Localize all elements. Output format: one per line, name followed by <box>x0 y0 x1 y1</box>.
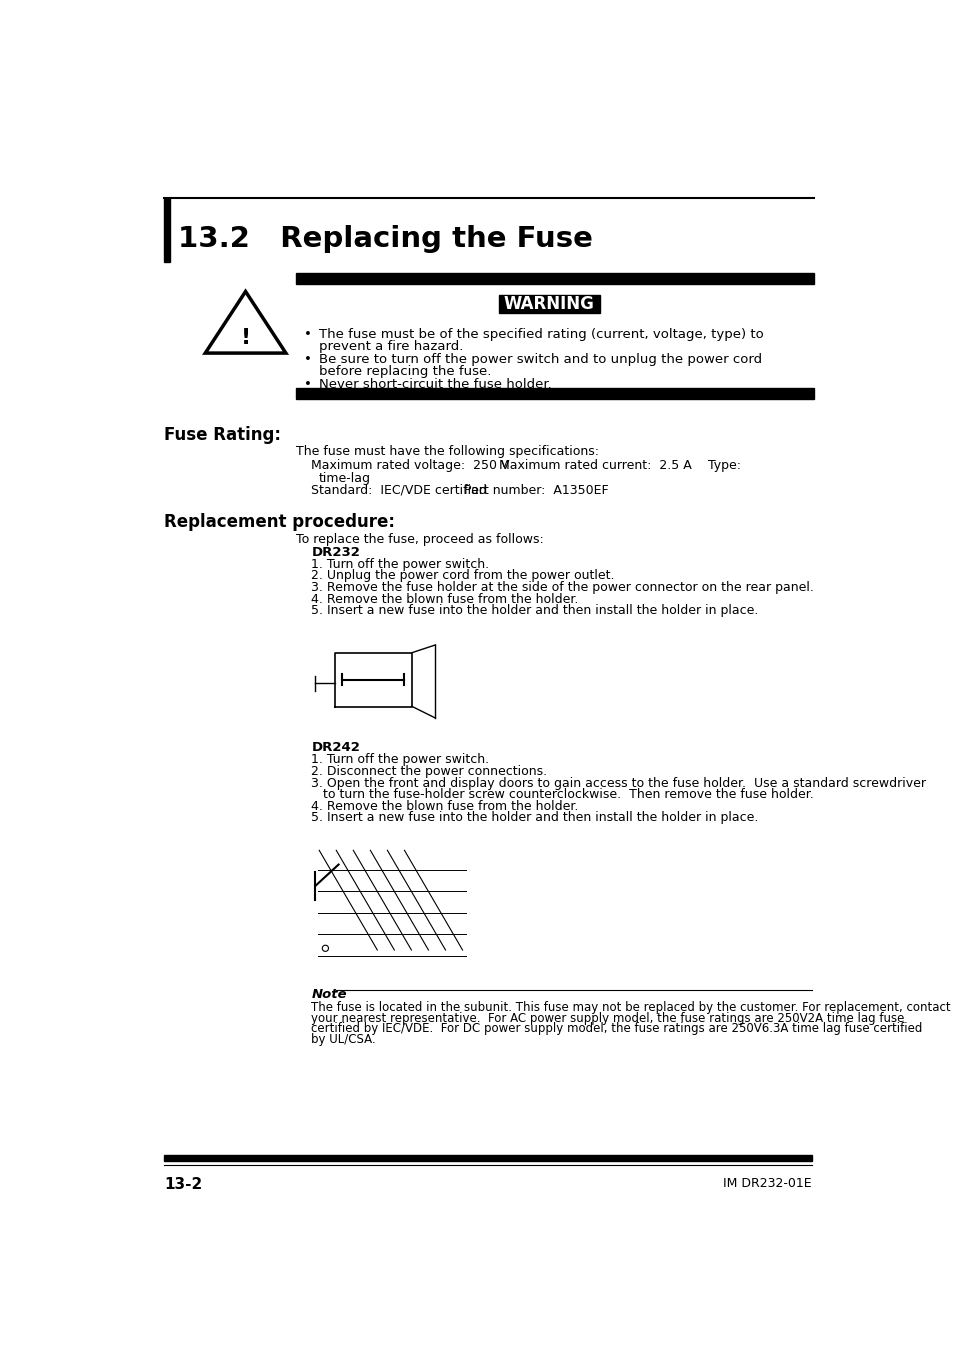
Text: 1. Turn off the power switch.: 1. Turn off the power switch. <box>311 558 489 571</box>
Text: 2. Disconnect the power connections.: 2. Disconnect the power connections. <box>311 765 547 778</box>
Text: 3. Remove the fuse holder at the side of the power connector on the rear panel.: 3. Remove the fuse holder at the side of… <box>311 581 814 594</box>
Text: Be sure to turn off the power switch and to unplug the power cord: Be sure to turn off the power switch and… <box>319 353 761 366</box>
Text: before replacing the fuse.: before replacing the fuse. <box>319 365 491 378</box>
Text: IM DR232-01E: IM DR232-01E <box>722 1177 811 1190</box>
Text: •: • <box>304 378 312 390</box>
Text: by UL/CSA.: by UL/CSA. <box>311 1032 375 1046</box>
Bar <box>164 199 170 262</box>
Text: 5. Insert a new fuse into the holder and then install the holder in place.: 5. Insert a new fuse into the holder and… <box>311 811 758 824</box>
Bar <box>311 830 477 971</box>
Bar <box>164 1155 811 1161</box>
Bar <box>311 621 447 721</box>
Text: your nearest representative.  For AC power supply model, the fuse ratings are 25: your nearest representative. For AC powe… <box>311 1012 903 1025</box>
Text: to turn the fuse-holder screw counterclockwise.  Then remove the fuse holder.: to turn the fuse-holder screw counterclo… <box>311 788 813 801</box>
Text: WARNING: WARNING <box>503 295 594 313</box>
Text: •: • <box>304 353 312 366</box>
Text: 3. Open the front and display doors to gain access to the fuse holder.  Use a st: 3. Open the front and display doors to g… <box>311 777 925 789</box>
Text: DR242: DR242 <box>311 742 360 754</box>
Text: Type:: Type: <box>707 459 740 473</box>
Bar <box>295 273 813 284</box>
Text: !: ! <box>240 328 251 347</box>
Text: Part number:  A1350EF: Part number: A1350EF <box>464 484 608 497</box>
Text: 13.2   Replacing the Fuse: 13.2 Replacing the Fuse <box>178 226 593 253</box>
Text: DR232: DR232 <box>311 546 360 558</box>
Text: 2. Unplug the power cord from the power outlet.: 2. Unplug the power cord from the power … <box>311 570 615 582</box>
Text: 1. Turn off the power switch.: 1. Turn off the power switch. <box>311 754 489 766</box>
Bar <box>498 295 599 313</box>
Text: To replace the fuse, proceed as follows:: To replace the fuse, proceed as follows: <box>295 534 543 546</box>
Text: Standard:  IEC/VDE certified: Standard: IEC/VDE certified <box>311 484 487 497</box>
Text: Maximum rated voltage:  250 V: Maximum rated voltage: 250 V <box>311 459 510 473</box>
Text: The fuse is located in the subunit. This fuse may not be replaced by the custome: The fuse is located in the subunit. This… <box>311 1001 950 1015</box>
Text: 5. Insert a new fuse into the holder and then install the holder in place.: 5. Insert a new fuse into the holder and… <box>311 604 758 617</box>
Bar <box>295 388 813 399</box>
Text: The fuse must have the following specifications:: The fuse must have the following specifi… <box>295 446 598 458</box>
Text: 4. Remove the blown fuse from the holder.: 4. Remove the blown fuse from the holder… <box>311 593 578 605</box>
Text: •: • <box>304 328 312 342</box>
Text: Note: Note <box>311 989 347 1001</box>
Text: The fuse must be of the specified rating (current, voltage, type) to: The fuse must be of the specified rating… <box>319 328 763 342</box>
Text: 13-2: 13-2 <box>164 1177 202 1192</box>
Text: time-lag: time-lag <box>319 471 371 485</box>
Text: prevent a fire hazard.: prevent a fire hazard. <box>319 340 463 353</box>
Text: 4. Remove the blown fuse from the holder.: 4. Remove the blown fuse from the holder… <box>311 800 578 813</box>
Text: Maximum rated current:  2.5 A: Maximum rated current: 2.5 A <box>498 459 691 473</box>
Text: Never short-circuit the fuse holder.: Never short-circuit the fuse holder. <box>319 378 552 390</box>
Text: certified by IEC/VDE.  For DC power supply model, the fuse ratings are 250V6.3A : certified by IEC/VDE. For DC power suppl… <box>311 1023 922 1035</box>
Text: Replacement procedure:: Replacement procedure: <box>164 513 395 531</box>
Text: Fuse Rating:: Fuse Rating: <box>164 426 281 444</box>
